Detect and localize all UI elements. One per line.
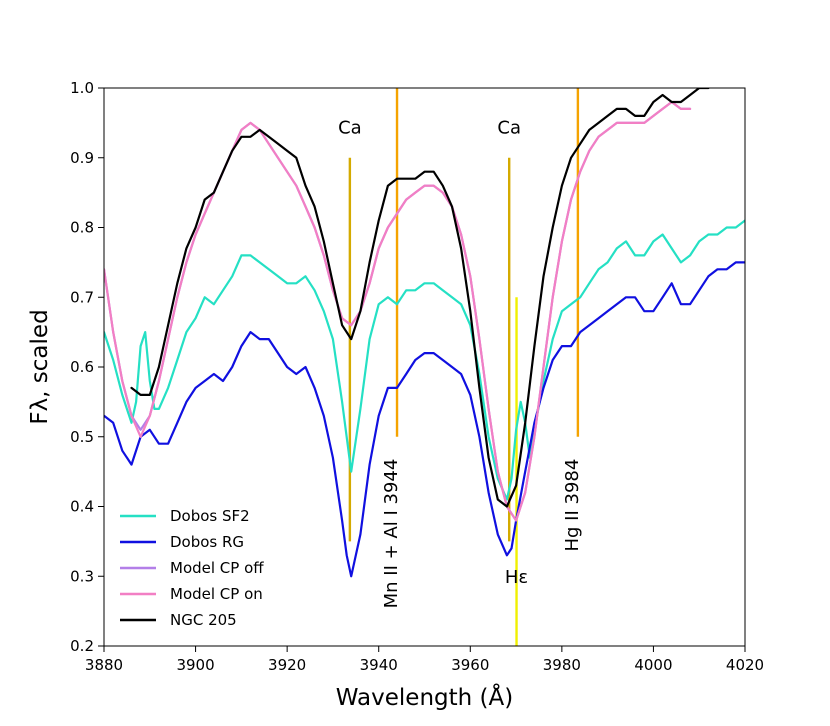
- legend-label: NGC 205: [170, 611, 237, 629]
- legend-label: Dobos RG: [170, 533, 244, 551]
- x-tick-label: 3920: [268, 656, 306, 674]
- annotations: Ca Ca Mn II + Al I 3944 Hε Hg II 3984: [338, 117, 583, 608]
- y-tick-label: 1.0: [70, 79, 94, 97]
- x-tick-label: 3960: [451, 656, 489, 674]
- annotation-label: Mn II + Al I 3944: [381, 459, 402, 609]
- y-tick-label: 0.9: [70, 149, 94, 167]
- line-markers: [348, 88, 580, 646]
- legend: Dobos SF2 Dobos RG Model CP off Model CP on…: [120, 507, 264, 629]
- x-tick-label: 3880: [85, 656, 123, 674]
- series-line: [104, 100, 692, 522]
- series-line: [104, 219, 745, 501]
- annotation-label: Hε: [505, 567, 528, 588]
- y-axis-ticks: 0.2 0.3 0.4 0.5 0.6 0.7 0.8 0.9 1.0: [70, 79, 104, 655]
- series-lines: [104, 88, 745, 578]
- y-tick-label: 0.3: [70, 567, 94, 585]
- annotation-label: Hg II 3984: [562, 459, 583, 552]
- y-tick-label: 0.2: [70, 637, 94, 655]
- legend-label: Dobos SF2: [170, 507, 250, 525]
- legend-label: Model CP on: [170, 585, 263, 603]
- y-tick-label: 0.7: [70, 288, 94, 306]
- series-line: [130, 88, 710, 508]
- x-axis-label: Wavelength (Å): [336, 683, 513, 711]
- y-tick-label: 0.5: [70, 428, 94, 446]
- plot-area: [104, 88, 745, 646]
- x-axis-ticks: 3880 3900 3920 3940 3960 3980 4000 4020: [85, 646, 764, 674]
- x-tick-label: 3980: [543, 656, 581, 674]
- annotation-label: Ca: [497, 117, 521, 138]
- y-tick-label: 0.6: [70, 358, 94, 376]
- series-line: [104, 261, 745, 578]
- y-tick-label: 0.8: [70, 219, 94, 237]
- x-tick-label: 4020: [726, 656, 764, 674]
- x-tick-label: 4000: [634, 656, 672, 674]
- y-tick-label: 0.4: [70, 498, 94, 516]
- y-axis-label: Fλ, scaled: [27, 309, 53, 424]
- x-tick-label: 3940: [360, 656, 398, 674]
- legend-label: Model CP off: [170, 559, 264, 577]
- x-tick-label: 3900: [176, 656, 214, 674]
- annotation-label: Ca: [338, 117, 362, 138]
